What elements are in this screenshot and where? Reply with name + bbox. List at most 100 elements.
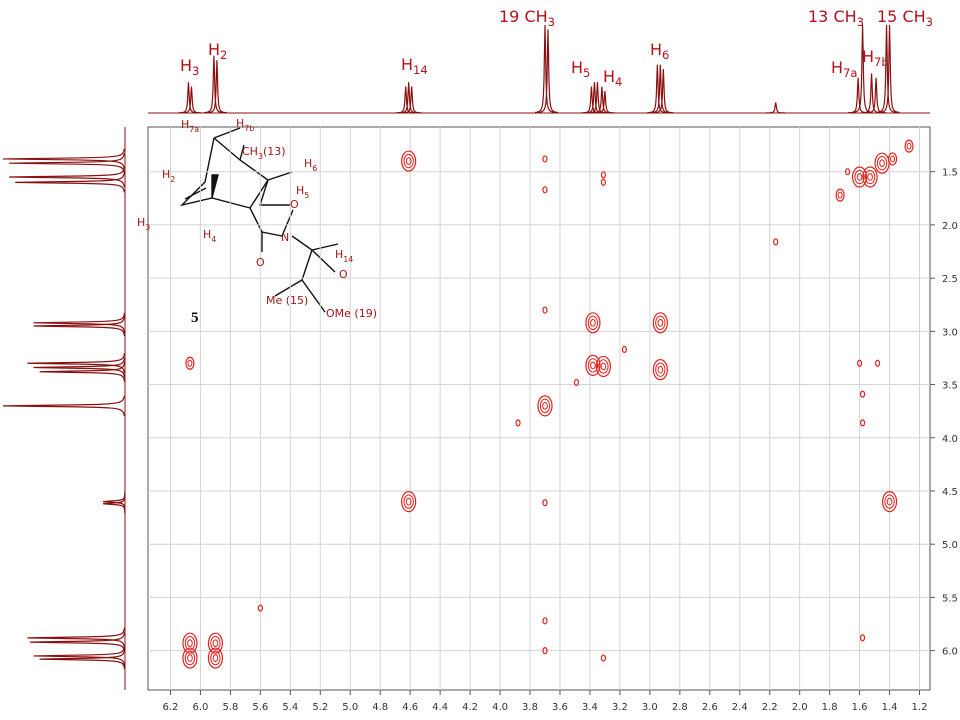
contour-ring: [590, 361, 596, 370]
structure-label: H7b: [236, 117, 254, 133]
structure-label: H14: [335, 248, 353, 264]
peak-label-sub: 2: [220, 48, 227, 62]
contour-ring: [876, 156, 888, 171]
top-projection-peak: [398, 82, 419, 114]
peak-label: H7a: [831, 58, 857, 80]
peak-label-sub: 3: [857, 15, 864, 29]
structure-label-main: H: [137, 216, 145, 229]
top-projection-peak: [879, 24, 900, 114]
x-tick-label: 4.0: [492, 702, 508, 713]
peak-label-main: H: [603, 67, 615, 86]
x-tick-label: 2.2: [762, 702, 778, 713]
left-projection-peak: [33, 315, 126, 337]
structure-label-main: OMe: [326, 307, 351, 320]
x-tick-label: 1.6: [852, 702, 868, 713]
structure-label: H5: [296, 184, 309, 200]
cross-peak: [542, 155, 548, 163]
cross-peak: [573, 378, 580, 387]
contour-ring: [405, 497, 412, 506]
top-projection-peak: [876, 24, 897, 114]
bond: [179, 137, 269, 209]
structure-label-post: (15): [282, 294, 308, 307]
contour-ring: [184, 636, 196, 651]
peak-label: H14: [401, 55, 428, 77]
top-projection-peak: [537, 29, 559, 114]
y-tick-label: 2.0: [942, 221, 958, 232]
left-projection-peak: [29, 632, 125, 653]
top-projection-peak: [587, 82, 608, 114]
contour-ring: [187, 639, 193, 648]
contour-ring: [890, 155, 896, 163]
peak-label-main: H: [862, 47, 874, 66]
structure-label-main: H: [296, 184, 304, 197]
peak-label: 15 CH3: [877, 7, 933, 29]
cross-peak: [859, 419, 866, 427]
top-projection-peak: [594, 90, 615, 114]
left-projection-peak: [27, 627, 125, 648]
contour-ring: [587, 315, 599, 330]
x-tick-label: 3.8: [522, 702, 538, 713]
structure-label: H4: [203, 228, 216, 244]
x-tick-label: 6.2: [163, 702, 179, 713]
peak-label-main: H: [831, 58, 843, 77]
cross-peak: [773, 238, 779, 246]
contour-ring: [403, 494, 414, 509]
peak-label-sub: 6: [662, 48, 669, 62]
x-tick-label: 1.4: [882, 702, 898, 713]
structure-label: H2: [162, 168, 175, 184]
top-projection-peak: [203, 55, 224, 114]
peak-label-main: H: [180, 56, 192, 75]
cross-peak: [585, 354, 601, 376]
x-tick-label: 2.6: [702, 702, 718, 713]
structure-label-main: O: [256, 256, 265, 269]
contour-ring: [856, 173, 863, 181]
structure-label-main: H: [335, 248, 343, 261]
structure-label-post: (13): [263, 145, 286, 158]
contour-ring: [212, 639, 219, 648]
x-tick-label: 3.4: [582, 702, 598, 713]
structure-label-sub: 3: [258, 152, 263, 161]
x-tick-label: 4.2: [462, 702, 478, 713]
x-tick-label: 4.6: [402, 702, 418, 713]
cross-peak: [207, 632, 224, 654]
y-tick-label: 3.5: [942, 381, 958, 392]
peak-label-sub: 3: [192, 64, 199, 78]
structure-label-main: O: [339, 268, 348, 281]
x-tick-label: 5.4: [282, 702, 298, 713]
wedge: [211, 174, 219, 199]
left-projection-peak: [27, 353, 125, 374]
x-tick-label: 5.0: [342, 702, 358, 713]
structure-label-sub: 3: [145, 223, 150, 232]
structure-label-main: CH: [242, 145, 258, 158]
structure-label-main: H: [236, 117, 244, 130]
cross-peak: [600, 178, 607, 186]
x-tick-label: 1.2: [912, 702, 928, 713]
structure-label: Me (15): [266, 294, 308, 307]
contour-ring: [405, 157, 412, 165]
peak-label: H6: [650, 40, 669, 62]
cross-peak: [401, 491, 417, 513]
x-tick-label: 2.8: [672, 702, 688, 713]
x-tick-label: 2.0: [792, 702, 808, 713]
top-projection-peak: [866, 77, 887, 114]
x-tick-label: 3.6: [552, 702, 568, 713]
structure-label-sub: 2: [170, 175, 175, 184]
cross-peak: [621, 345, 627, 354]
cross-peak: [856, 359, 863, 367]
structure-label-main: O: [290, 198, 299, 211]
left-projection-peak: [2, 148, 125, 170]
cross-peak: [542, 499, 548, 507]
structure-label-main: Me: [266, 294, 282, 307]
left-projection-peak: [2, 395, 125, 416]
x-tick-label: 3.2: [612, 702, 628, 713]
contour-ring: [187, 359, 193, 367]
structure-label-sub: 7b: [244, 124, 254, 133]
top-projection-peak: [852, 24, 873, 114]
cross-peak: [542, 186, 548, 194]
contour-ring: [590, 318, 596, 327]
contour-ring: [210, 650, 221, 666]
contour-ring: [542, 402, 548, 410]
left-projection-peak: [102, 493, 126, 514]
